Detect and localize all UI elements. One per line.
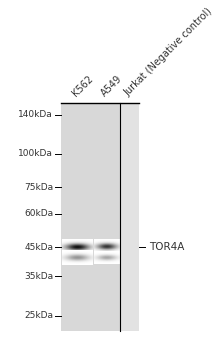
Text: 35kDa: 35kDa [24, 272, 53, 281]
Bar [120, 103, 139, 331]
Text: 25kDa: 25kDa [24, 311, 53, 320]
Text: 140kDa: 140kDa [18, 110, 53, 119]
Text: A549: A549 [99, 74, 124, 98]
Bar [61, 103, 120, 331]
Text: 60kDa: 60kDa [24, 209, 53, 218]
Text: K562: K562 [70, 74, 95, 98]
Text: 75kDa: 75kDa [24, 183, 53, 192]
Text: TOR4A: TOR4A [149, 242, 184, 252]
Text: Jurkat (Negative control): Jurkat (Negative control) [122, 6, 214, 98]
Text: 45kDa: 45kDa [24, 243, 53, 252]
Text: 100kDa: 100kDa [18, 149, 53, 159]
